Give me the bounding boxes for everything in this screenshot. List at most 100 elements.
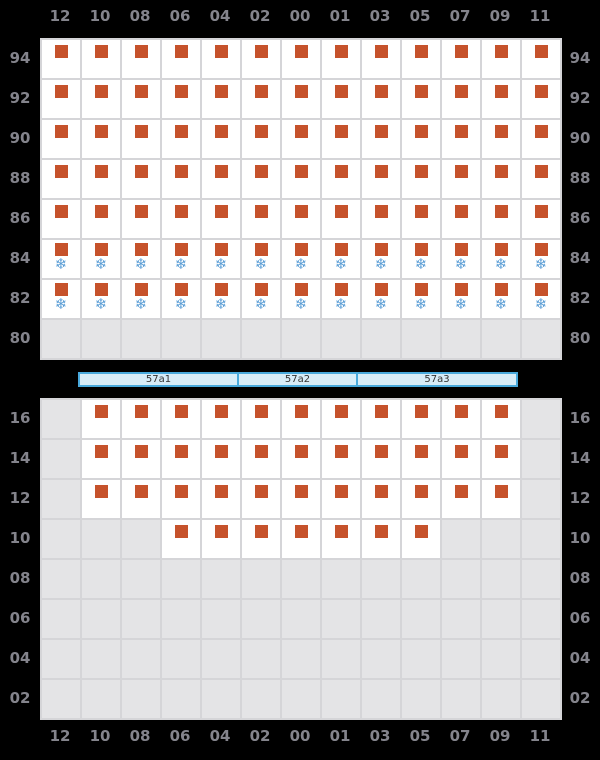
berth-cell[interactable] xyxy=(81,119,121,159)
berth-cell[interactable] xyxy=(521,199,561,239)
berth-cell[interactable] xyxy=(321,439,361,479)
berth-cell[interactable] xyxy=(321,39,361,79)
berth-cell[interactable] xyxy=(81,39,121,79)
berth-cell[interactable] xyxy=(161,439,201,479)
berth-cell[interactable] xyxy=(201,479,241,519)
berth-cell[interactable]: ❄ xyxy=(81,279,121,319)
berth-cell[interactable] xyxy=(281,79,321,119)
berth-cell[interactable]: ❄ xyxy=(161,239,201,279)
berth-cell[interactable] xyxy=(401,479,441,519)
berth-cell[interactable] xyxy=(321,159,361,199)
berth-cell[interactable] xyxy=(361,159,401,199)
berth-cell[interactable] xyxy=(161,159,201,199)
berth-cell[interactable]: ❄ xyxy=(241,239,281,279)
berth-cell[interactable] xyxy=(441,199,481,239)
berth-cell[interactable] xyxy=(361,399,401,439)
berth-cell[interactable] xyxy=(241,199,281,239)
berth-cell[interactable] xyxy=(321,119,361,159)
berth-cell[interactable] xyxy=(321,399,361,439)
berth-cell[interactable] xyxy=(161,479,201,519)
berth-cell[interactable] xyxy=(481,79,521,119)
berth-cell[interactable] xyxy=(241,439,281,479)
berth-cell[interactable]: ❄ xyxy=(41,239,81,279)
berth-cell[interactable] xyxy=(361,119,401,159)
berth-cell[interactable]: ❄ xyxy=(161,279,201,319)
berth-cell[interactable] xyxy=(161,39,201,79)
berth-cell[interactable] xyxy=(161,119,201,159)
berth-cell[interactable] xyxy=(361,519,401,559)
berth-cell[interactable] xyxy=(241,39,281,79)
berth-cell[interactable] xyxy=(81,199,121,239)
berth-cell[interactable] xyxy=(81,159,121,199)
berth-cell[interactable] xyxy=(121,479,161,519)
berth-cell[interactable]: ❄ xyxy=(121,239,161,279)
berth-cell[interactable] xyxy=(201,199,241,239)
berth-cell[interactable] xyxy=(361,479,401,519)
berth-cell[interactable] xyxy=(441,479,481,519)
berth-cell[interactable] xyxy=(81,439,121,479)
berth-cell[interactable] xyxy=(201,519,241,559)
berth-cell[interactable] xyxy=(321,479,361,519)
berth-cell[interactable] xyxy=(481,159,521,199)
berth-cell[interactable]: ❄ xyxy=(241,279,281,319)
berth-cell[interactable]: ❄ xyxy=(81,239,121,279)
berth-cell[interactable] xyxy=(281,199,321,239)
berth-cell[interactable] xyxy=(201,79,241,119)
berth-cell[interactable] xyxy=(201,39,241,79)
berth-cell[interactable] xyxy=(241,519,281,559)
berth-cell[interactable]: ❄ xyxy=(281,239,321,279)
berth-cell[interactable] xyxy=(41,199,81,239)
berth-cell[interactable]: ❄ xyxy=(321,279,361,319)
berth-cell[interactable]: ❄ xyxy=(361,239,401,279)
berth-cell[interactable]: ❄ xyxy=(401,239,441,279)
berth-cell[interactable] xyxy=(201,119,241,159)
berth-cell[interactable] xyxy=(81,79,121,119)
berth-cell[interactable] xyxy=(241,399,281,439)
berth-cell[interactable] xyxy=(521,159,561,199)
berth-cell[interactable] xyxy=(161,519,201,559)
berth-cell[interactable] xyxy=(481,439,521,479)
berth-cell[interactable] xyxy=(481,399,521,439)
berth-cell[interactable] xyxy=(41,159,81,199)
berth-cell[interactable]: ❄ xyxy=(481,239,521,279)
berth-cell[interactable] xyxy=(121,399,161,439)
berth-cell[interactable] xyxy=(241,159,281,199)
berth-cell[interactable] xyxy=(401,79,441,119)
berth-cell[interactable]: ❄ xyxy=(401,279,441,319)
berth-cell[interactable] xyxy=(281,519,321,559)
berth-cell[interactable] xyxy=(161,79,201,119)
berth-cell[interactable] xyxy=(521,119,561,159)
berth-cell[interactable]: ❄ xyxy=(441,239,481,279)
berth-cell[interactable]: ❄ xyxy=(321,239,361,279)
berth-cell[interactable] xyxy=(481,119,521,159)
berth-cell[interactable] xyxy=(401,159,441,199)
berth-cell[interactable] xyxy=(41,79,81,119)
berth-cell[interactable] xyxy=(441,79,481,119)
berth-cell[interactable]: ❄ xyxy=(481,279,521,319)
berth-cell[interactable] xyxy=(401,119,441,159)
berth-cell[interactable] xyxy=(121,119,161,159)
berth-cell[interactable] xyxy=(281,439,321,479)
berth-cell[interactable] xyxy=(121,199,161,239)
berth-cell[interactable] xyxy=(241,79,281,119)
berth-cell[interactable] xyxy=(441,439,481,479)
berth-cell[interactable] xyxy=(361,79,401,119)
berth-cell[interactable] xyxy=(121,439,161,479)
berth-cell[interactable]: ❄ xyxy=(361,279,401,319)
berth-cell[interactable]: ❄ xyxy=(441,279,481,319)
berth-cell[interactable] xyxy=(201,159,241,199)
berth-cell[interactable] xyxy=(361,439,401,479)
berth-cell[interactable] xyxy=(281,39,321,79)
berth-cell[interactable]: ❄ xyxy=(121,279,161,319)
berth-cell[interactable] xyxy=(241,479,281,519)
berth-cell[interactable] xyxy=(41,39,81,79)
berth-cell[interactable] xyxy=(281,159,321,199)
berth-cell[interactable] xyxy=(321,519,361,559)
berth-cell[interactable] xyxy=(441,399,481,439)
berth-cell[interactable]: ❄ xyxy=(281,279,321,319)
berth-cell[interactable] xyxy=(281,479,321,519)
berth-cell[interactable]: ❄ xyxy=(521,279,561,319)
berth-cell[interactable] xyxy=(81,399,121,439)
berth-cell[interactable] xyxy=(121,39,161,79)
berth-cell[interactable] xyxy=(401,519,441,559)
